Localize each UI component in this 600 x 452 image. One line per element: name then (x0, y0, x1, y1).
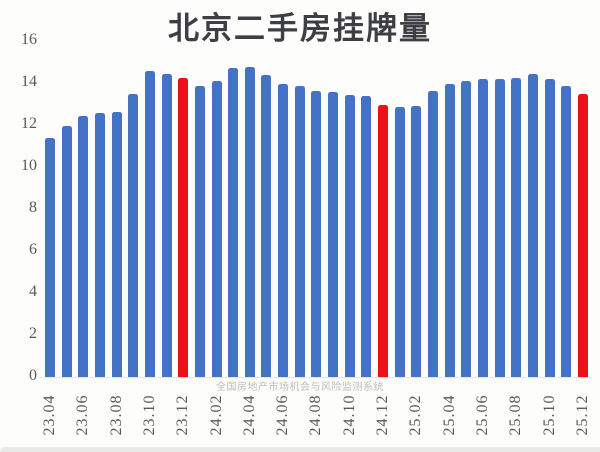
bar (328, 92, 339, 377)
y-axis-tick-label: 4 (29, 283, 37, 300)
bar (244, 67, 255, 377)
bar (544, 78, 555, 377)
bar (45, 137, 55, 377)
bar (161, 73, 172, 377)
bar (527, 73, 538, 377)
bar (311, 91, 322, 377)
bar (411, 106, 422, 377)
bar (261, 74, 272, 377)
bar (394, 107, 405, 377)
bar (427, 91, 438, 377)
watermark: 全国房地产市场机会与风险监测系统 (216, 382, 384, 393)
x-axis-line (40, 377, 592, 378)
y-axis-tick-label: 10 (21, 157, 37, 174)
bar (361, 95, 372, 377)
bar (494, 78, 505, 377)
bar (228, 68, 239, 377)
bar (461, 80, 472, 377)
bar (111, 112, 122, 377)
y-axis-tick-label: 2 (29, 325, 37, 342)
chart-title: 北京二手房挂牌量 (168, 11, 432, 46)
bottom-edge-strip (0, 447, 600, 452)
bar (278, 84, 289, 377)
bar (211, 80, 222, 377)
bar (444, 84, 455, 377)
bar (144, 71, 155, 377)
bar (128, 93, 139, 377)
bar-highlighted (577, 93, 588, 377)
bar (561, 86, 572, 377)
y-axis-tick-label: 14 (21, 73, 37, 90)
y-axis-tick-label: 12 (21, 115, 37, 132)
y-axis-tick-label: 8 (29, 199, 37, 216)
bar (194, 86, 205, 377)
bar-highlighted (378, 105, 388, 377)
bar (511, 77, 522, 377)
y-axis-tick-label: 0 (29, 367, 37, 384)
bar (477, 78, 488, 377)
bar-highlighted (178, 77, 189, 377)
bar (94, 113, 105, 377)
bar (344, 94, 355, 377)
y-axis-tick-label: 6 (29, 241, 37, 258)
bar (61, 126, 72, 377)
y-axis-tick-label: 16 (21, 31, 37, 48)
bar (294, 86, 305, 377)
bar (78, 115, 89, 377)
